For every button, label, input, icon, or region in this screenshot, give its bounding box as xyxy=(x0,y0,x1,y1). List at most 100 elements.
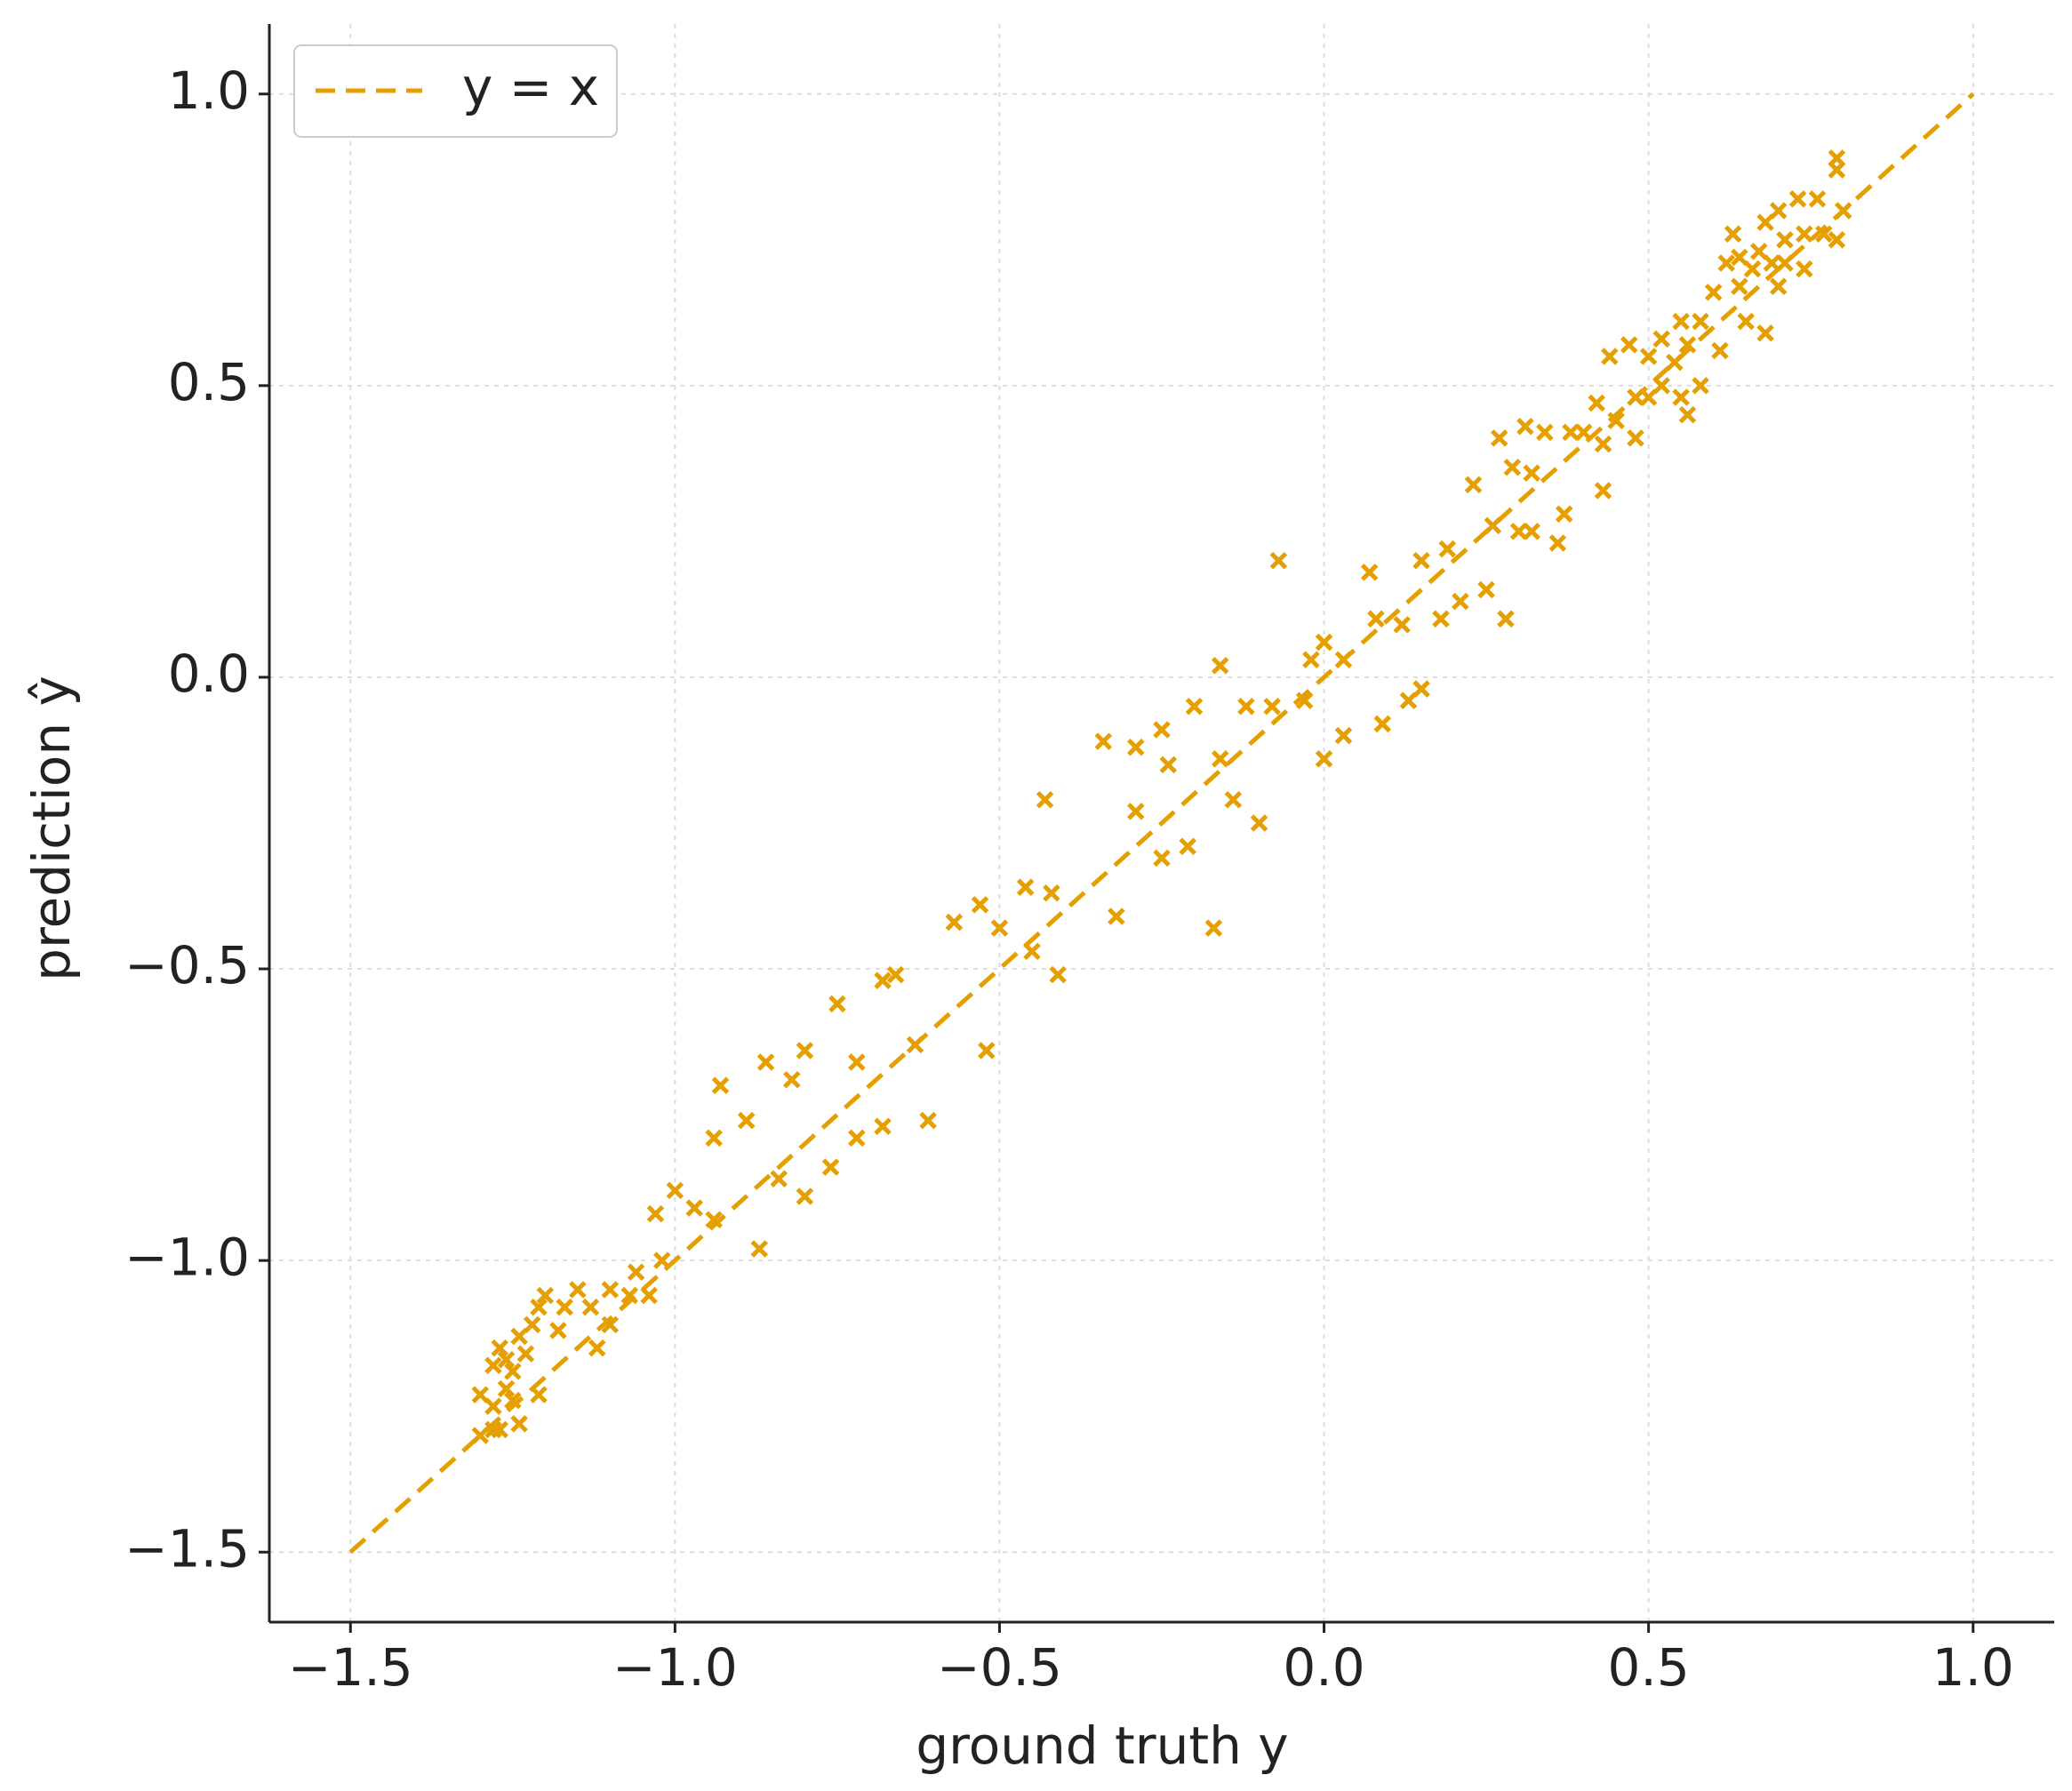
scatter-point xyxy=(1497,610,1515,628)
scatter-point xyxy=(737,1111,756,1130)
scatter-point xyxy=(990,919,1009,937)
scatter-point xyxy=(1509,523,1528,540)
legend-label: y = x xyxy=(462,57,599,117)
scatter-point xyxy=(1127,803,1145,820)
scatter-point xyxy=(556,1298,574,1316)
scatter-point xyxy=(1043,884,1060,902)
scatter-point xyxy=(1464,476,1483,494)
scatter-point xyxy=(1127,738,1145,756)
scatter-point xyxy=(1393,616,1411,634)
scatter-point xyxy=(796,1187,814,1205)
scatter-point xyxy=(1295,692,1314,709)
scatter-point xyxy=(1250,814,1268,832)
y-tick-label: 0.0 xyxy=(168,644,250,704)
scatter-point xyxy=(1263,697,1281,716)
scatter-point xyxy=(1692,312,1709,331)
scatter-point xyxy=(1523,523,1540,540)
y-axis-label: prediction ŷ xyxy=(21,676,82,981)
scatter-point xyxy=(848,1053,866,1071)
scatter-point xyxy=(1159,756,1178,774)
scatter-point xyxy=(484,1397,502,1415)
scatter-point xyxy=(1153,849,1171,868)
scatter-point xyxy=(1432,610,1450,628)
scatter-point xyxy=(1601,348,1619,365)
scatter-point xyxy=(1562,423,1580,442)
scatter-point xyxy=(1412,551,1430,570)
scatter-point xyxy=(491,1339,508,1357)
scatter-point xyxy=(1185,697,1204,716)
scatter-point xyxy=(1503,458,1522,476)
x-tick-label: −1.0 xyxy=(612,1637,738,1698)
scatter-point xyxy=(1756,324,1774,342)
y-tick-label: 0.5 xyxy=(168,352,250,412)
scatter-point xyxy=(886,965,905,984)
scatter-point xyxy=(1828,231,1846,249)
scatter-point xyxy=(821,1158,840,1176)
scatter-point xyxy=(1607,412,1625,429)
scatter-point xyxy=(1036,790,1054,809)
scatter-point xyxy=(1594,435,1612,453)
scatter-point xyxy=(1399,692,1418,709)
scatter-point xyxy=(1594,482,1612,500)
scatter-point xyxy=(1094,732,1113,750)
scatter-point xyxy=(601,1281,620,1299)
scatter-point xyxy=(1639,348,1658,365)
scatter-point xyxy=(1692,377,1709,395)
scatter-point xyxy=(919,1111,937,1130)
x-tick-label: 1.0 xyxy=(1932,1637,2014,1698)
scatter-point xyxy=(828,995,846,1013)
scatter-point xyxy=(874,971,892,989)
scatter-point xyxy=(978,1042,996,1059)
scatter-point xyxy=(1477,580,1495,599)
scatter-point xyxy=(770,1170,788,1188)
scatter-point xyxy=(1536,423,1554,442)
scatter-point xyxy=(1555,505,1573,523)
scatter-point xyxy=(1711,341,1729,360)
scatter-point xyxy=(971,896,989,914)
scatter-point xyxy=(1412,680,1430,698)
scatter-point xyxy=(549,1322,567,1339)
scatter-point xyxy=(1796,225,1813,244)
x-axis-label: ground truth y xyxy=(916,1715,1288,1776)
scatter-point xyxy=(1731,248,1748,267)
scatter-point xyxy=(1490,429,1508,447)
x-tick-label: −1.5 xyxy=(288,1637,413,1698)
scatter-point xyxy=(536,1286,555,1305)
scatter-point xyxy=(1548,534,1567,552)
scatter-point xyxy=(685,1199,704,1217)
scatter-point xyxy=(1788,190,1807,208)
scatter-point xyxy=(1731,277,1748,296)
y-tick-label: −1.5 xyxy=(124,1518,250,1579)
scatter-point xyxy=(1737,312,1755,331)
scatter-point xyxy=(620,1286,639,1305)
scatter-point xyxy=(1672,388,1690,406)
scatter-point xyxy=(530,1298,548,1316)
scatter-point xyxy=(588,1339,606,1357)
scatter-point xyxy=(1108,907,1125,925)
scatter-point xyxy=(484,1356,502,1375)
scatter-point xyxy=(1678,405,1697,424)
scatter-point xyxy=(666,1181,684,1200)
scatter-point xyxy=(601,1315,620,1334)
y-tick-label: −1.0 xyxy=(124,1227,250,1287)
scatter-point xyxy=(1588,394,1605,412)
scatter-point xyxy=(1620,336,1638,354)
scatter-point xyxy=(1652,330,1671,348)
x-tick-label: 0.5 xyxy=(1608,1637,1690,1698)
scatter-point xyxy=(1016,878,1035,896)
scatter-point xyxy=(1269,551,1288,570)
scatter-point xyxy=(796,1042,814,1059)
scatter-point xyxy=(1204,919,1223,937)
scatter-point xyxy=(504,1363,522,1380)
scatter-point xyxy=(504,1391,522,1410)
scatter-point xyxy=(471,1386,490,1403)
scatter-point xyxy=(1211,657,1229,675)
scatter-point xyxy=(705,1129,723,1147)
scatter-point xyxy=(1179,837,1196,856)
scatter-point xyxy=(1678,336,1697,354)
scatter-point xyxy=(756,1053,775,1071)
scatter-point xyxy=(711,1076,730,1095)
scatter-point xyxy=(848,1129,866,1147)
scatter-point xyxy=(1360,564,1379,581)
